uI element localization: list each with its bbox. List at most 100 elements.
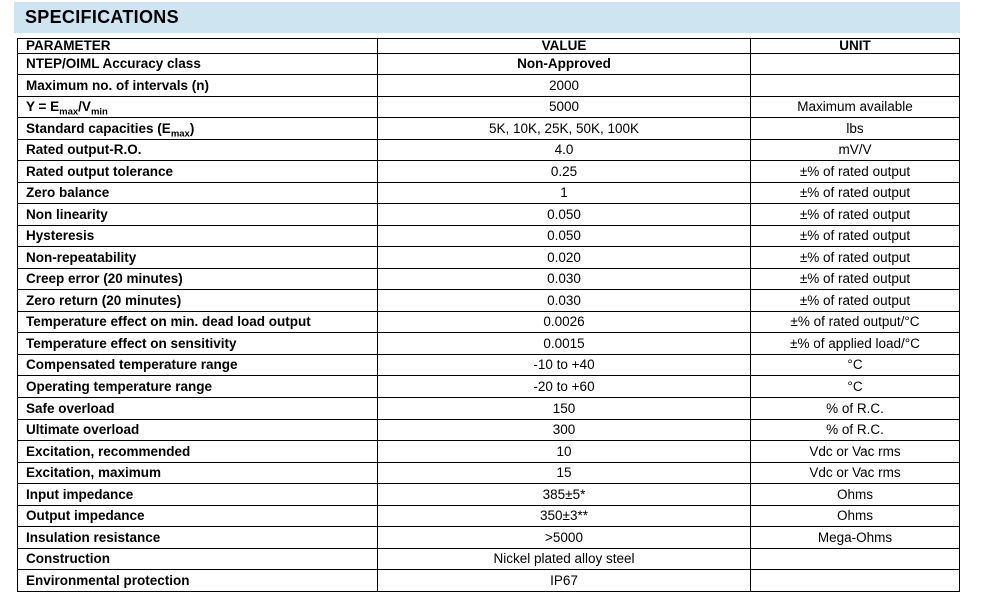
parameter-cell: Rated output-R.O. — [17, 138, 378, 162]
table-row: Hysteresis 0.050 ±% of rated output — [17, 224, 960, 248]
parameter-cell: Excitation, recommended — [17, 440, 378, 463]
parameter-cell: Temperature effect on sensitivity — [17, 332, 378, 355]
table-row: Rated output tolerance 0.25 ±% of rated … — [17, 160, 960, 183]
specifications-table: PARAMETER VALUE UNIT NTEP/OIML Accuracy … — [17, 38, 960, 592]
parameter-cell: Temperature effect on min. dead load out… — [17, 310, 378, 334]
value-cell: 0.030 — [377, 289, 751, 312]
value-cell: Non-Approved — [377, 52, 751, 76]
parameter-cell: Hysteresis — [17, 224, 378, 248]
table-row: Safe overload 150 % of R.C. — [17, 397, 960, 420]
value-cell: 385±5* — [377, 483, 751, 506]
table-row: Y = Emax/Vmin 5000 Maximum available — [17, 95, 960, 119]
unit-cell — [750, 547, 960, 571]
column-header-value: VALUE — [377, 38, 751, 54]
unit-cell: Maximum available — [750, 95, 960, 119]
table-row: Creep error (20 minutes) 0.030 ±% of rat… — [17, 267, 960, 291]
value-cell: 0.050 — [377, 224, 751, 248]
unit-cell: lbs — [750, 117, 960, 140]
value-cell: 10 — [377, 440, 751, 463]
table-row: Temperature effect on sensitivity 0.0015… — [17, 332, 960, 355]
value-cell: -10 to +40 — [377, 353, 751, 377]
table-row: Maximum no. of intervals (n) 2000 — [17, 74, 960, 97]
table-row: Environmental protection IP67 — [17, 569, 960, 592]
parameter-cell: Excitation, maximum — [17, 461, 378, 485]
value-cell: 5K, 10K, 25K, 50K, 100K — [377, 117, 751, 140]
unit-cell: ±% of rated output — [750, 246, 960, 269]
value-cell: IP67 — [377, 569, 751, 592]
column-header-parameter: PARAMETER — [17, 38, 378, 54]
parameter-cell: NTEP/OIML Accuracy class — [17, 52, 378, 76]
table-row: Input impedance 385±5* Ohms — [17, 483, 960, 506]
value-cell: >5000 — [377, 526, 751, 549]
unit-cell: Mega-Ohms — [750, 526, 960, 549]
parameter-cell: Rated output tolerance — [17, 160, 378, 183]
parameter-cell: Creep error (20 minutes) — [17, 267, 378, 291]
unit-cell: Vdc or Vac rms — [750, 440, 960, 463]
unit-cell: % of R.C. — [750, 418, 960, 442]
table-row: Rated output-R.O. 4.0 mV/V — [17, 138, 960, 162]
unit-cell — [750, 74, 960, 97]
parameter-cell: Zero balance — [17, 181, 378, 205]
parameter-cell: Input impedance — [17, 483, 378, 506]
unit-cell: ±% of rated output — [750, 289, 960, 312]
table-row: Insulation resistance >5000 Mega-Ohms — [17, 526, 960, 549]
unit-cell: ±% of rated output — [750, 224, 960, 248]
table-row: Compensated temperature range -10 to +40… — [17, 353, 960, 377]
parameter-cell: Construction — [17, 547, 378, 571]
unit-cell: Ohms — [750, 504, 960, 528]
unit-cell: % of R.C. — [750, 397, 960, 420]
parameter-cell: Zero return (20 minutes) — [17, 289, 378, 312]
unit-cell: ±% of rated output — [750, 203, 960, 226]
parameter-cell: Non-repeatability — [17, 246, 378, 269]
unit-cell: Ohms — [750, 483, 960, 506]
unit-cell: Vdc or Vac rms — [750, 461, 960, 485]
value-cell: 5000 — [377, 95, 751, 119]
value-cell: 4.0 — [377, 138, 751, 162]
parameter-cell: Non linearity — [17, 203, 378, 226]
spec-table-body: NTEP/OIML Accuracy class Non-Approved Ma… — [17, 52, 960, 592]
unit-cell: °C — [750, 375, 960, 398]
parameter-cell: Compensated temperature range — [17, 353, 378, 377]
specifications-header-bar: SPECIFICATIONS — [14, 2, 960, 33]
value-cell: 0.0015 — [377, 332, 751, 355]
parameter-cell: Ultimate overload — [17, 418, 378, 442]
table-row: Ultimate overload 300 % of R.C. — [17, 418, 960, 442]
unit-cell: °C — [750, 353, 960, 377]
unit-cell — [750, 52, 960, 76]
table-row: Excitation, recommended 10 Vdc or Vac rm… — [17, 440, 960, 463]
unit-cell: ±% of rated output — [750, 181, 960, 205]
table-row: Non-repeatability 0.020 ±% of rated outp… — [17, 246, 960, 269]
table-row: Non linearity 0.050 ±% of rated output — [17, 203, 960, 226]
parameter-cell: Safe overload — [17, 397, 378, 420]
table-row: Standard capacities (Emax) 5K, 10K, 25K,… — [17, 117, 960, 140]
value-cell: 0.030 — [377, 267, 751, 291]
value-cell: 2000 — [377, 74, 751, 97]
unit-cell: ±% of rated output — [750, 160, 960, 183]
value-cell: 350±3** — [377, 504, 751, 528]
value-cell: 150 — [377, 397, 751, 420]
value-cell: 0.25 — [377, 160, 751, 183]
table-header-row: PARAMETER VALUE UNIT — [17, 38, 960, 54]
value-cell: 0.0026 — [377, 310, 751, 334]
parameter-cell: Maximum no. of intervals (n) — [17, 74, 378, 97]
table-row: Temperature effect on min. dead load out… — [17, 310, 960, 334]
unit-cell: ±% of rated output — [750, 267, 960, 291]
parameter-cell: Standard capacities (Emax) — [17, 117, 378, 140]
value-cell: 1 — [377, 181, 751, 205]
table-row: Construction Nickel plated alloy steel — [17, 547, 960, 571]
table-row: NTEP/OIML Accuracy class Non-Approved — [17, 52, 960, 76]
value-cell: 0.050 — [377, 203, 751, 226]
table-row: Zero balance 1 ±% of rated output — [17, 181, 960, 205]
value-cell: Nickel plated alloy steel — [377, 547, 751, 571]
unit-cell: ±% of applied load/°C — [750, 332, 960, 355]
parameter-cell: Output impedance — [17, 504, 378, 528]
parameter-cell: Environmental protection — [17, 569, 378, 592]
value-cell: -20 to +60 — [377, 375, 751, 398]
column-header-unit: UNIT — [750, 38, 960, 54]
value-cell: 0.020 — [377, 246, 751, 269]
table-row: Output impedance 350±3** Ohms — [17, 504, 960, 528]
unit-cell: mV/V — [750, 138, 960, 162]
table-row: Operating temperature range -20 to +60 °… — [17, 375, 960, 398]
value-cell: 300 — [377, 418, 751, 442]
